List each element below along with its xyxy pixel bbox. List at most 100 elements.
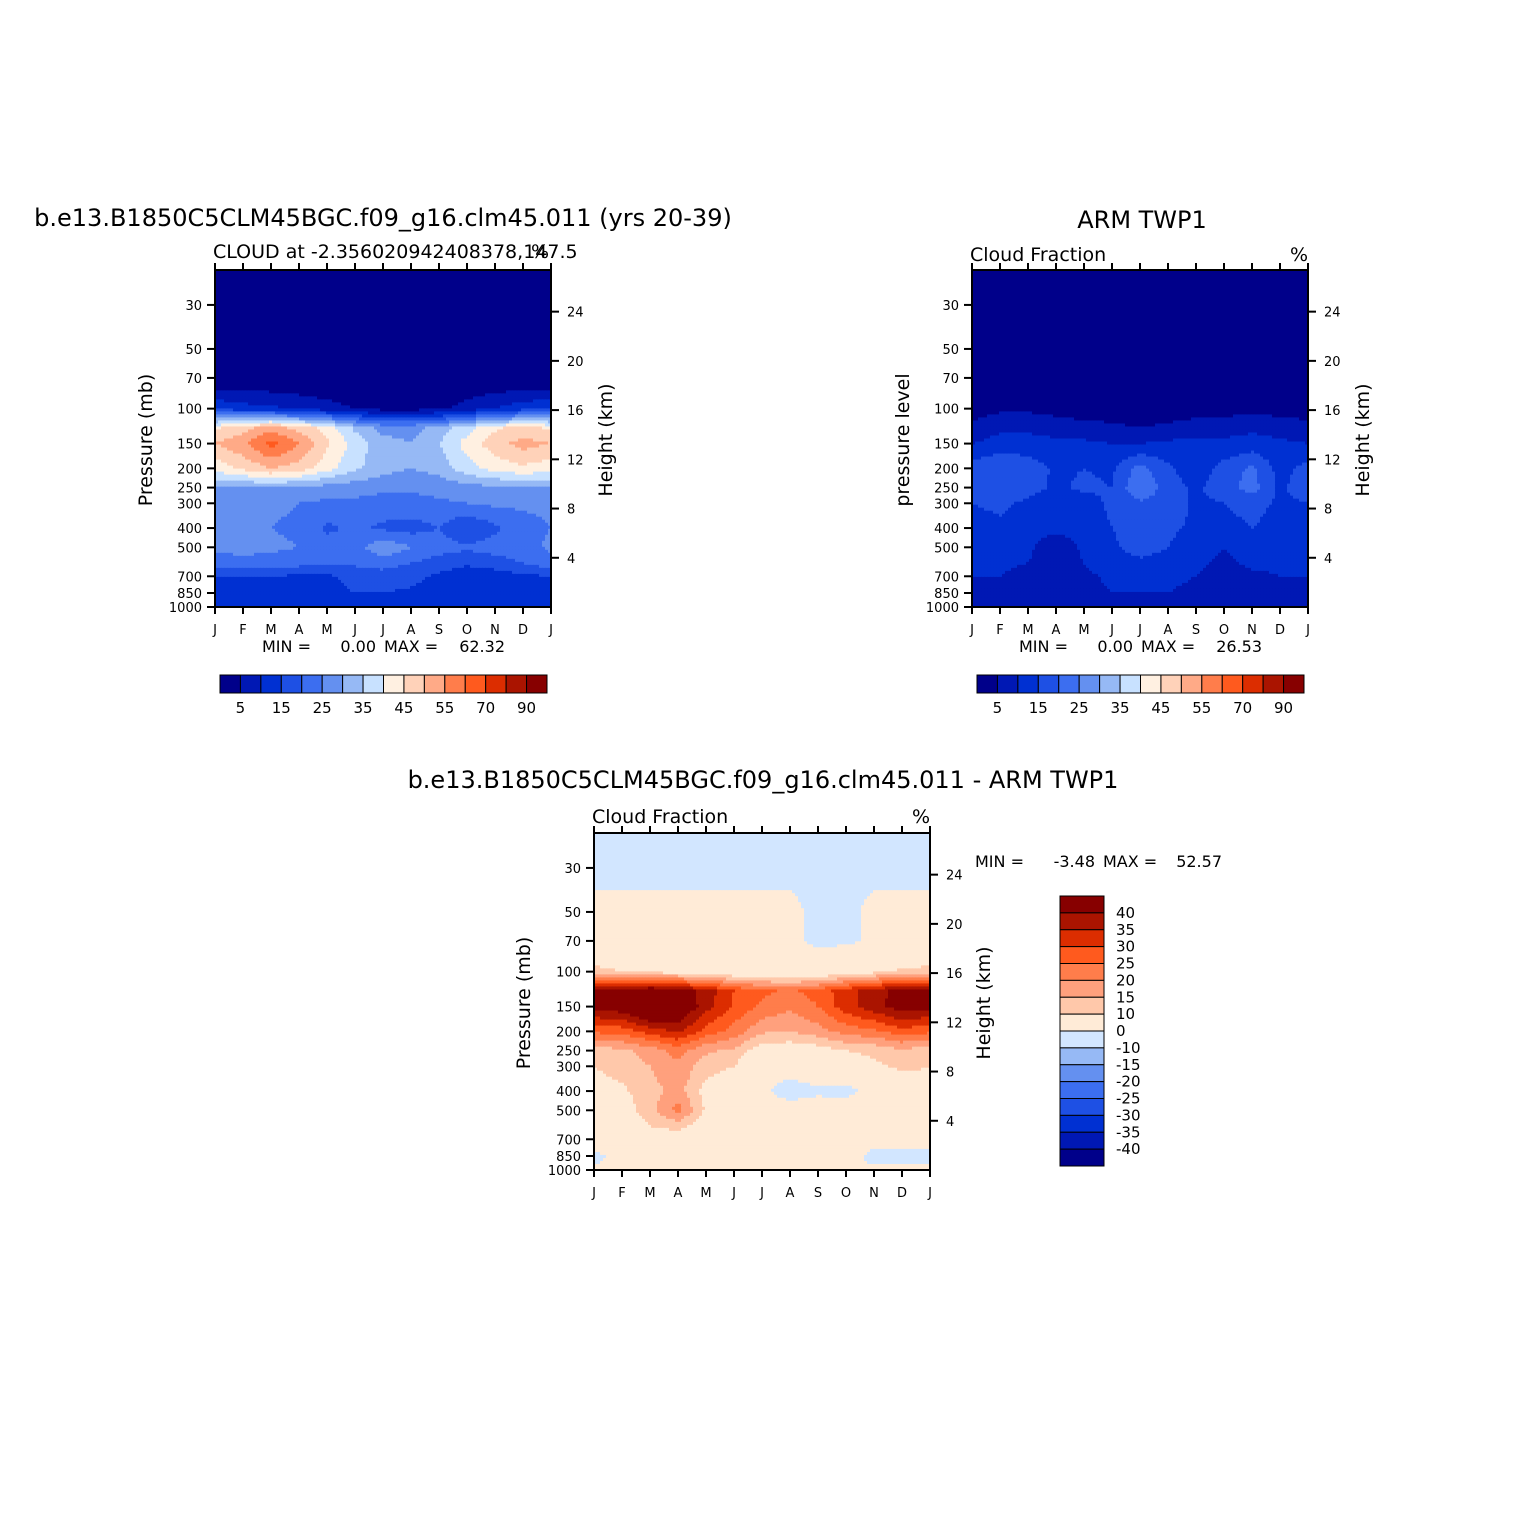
field-cell [461, 348, 465, 352]
field-cell [215, 378, 219, 382]
field-cell [275, 309, 279, 313]
field-cell [224, 324, 228, 328]
field-cell [305, 270, 309, 274]
field-cell [266, 273, 270, 277]
field-cell [536, 297, 540, 301]
field-cell [332, 306, 336, 310]
field-cell [416, 333, 420, 337]
field-cell [455, 270, 459, 274]
field-cell [323, 291, 327, 295]
field-cell [533, 384, 537, 388]
field-cell [446, 348, 450, 352]
field-cell [548, 327, 551, 331]
field-cell [338, 345, 342, 349]
field-cell [464, 312, 468, 316]
field-cell [254, 378, 258, 382]
field-cell [542, 333, 546, 337]
field-cell [521, 303, 525, 307]
field-cell [257, 300, 261, 304]
field-cell [275, 321, 279, 325]
field-cell [539, 282, 543, 286]
field-cell [512, 345, 516, 349]
field-cell [470, 309, 474, 313]
field-cell [500, 282, 504, 286]
field-cell [509, 387, 513, 391]
field-cell [305, 354, 309, 358]
field-cell [416, 327, 420, 331]
field-cell [494, 336, 498, 340]
field-cell [539, 348, 543, 352]
field-cell [401, 276, 405, 280]
field-cell [329, 351, 333, 355]
field-cell [347, 381, 351, 385]
field-cell [266, 360, 270, 364]
field-cell [443, 318, 447, 322]
field-cell [485, 309, 489, 313]
field-cell [470, 327, 474, 331]
field-cell [323, 288, 327, 292]
field-cell [548, 312, 551, 316]
field-cell [470, 285, 474, 289]
field-cell [416, 339, 420, 343]
field-cell [449, 279, 453, 283]
field-cell [533, 309, 537, 313]
field-cell [545, 297, 549, 301]
field-cell [431, 363, 435, 367]
field-cell [461, 390, 465, 394]
field-cell [266, 321, 270, 325]
field-cell [341, 375, 345, 379]
field-cell [242, 360, 246, 364]
field-cell [467, 381, 471, 385]
field-cell [221, 378, 225, 382]
field-cell [485, 333, 489, 337]
field-cell [473, 381, 477, 385]
field-cell [230, 363, 234, 367]
field-cell [248, 381, 252, 385]
field-cell [260, 309, 264, 313]
field-cell [239, 357, 243, 361]
field-cell [386, 285, 390, 289]
field-cell [518, 345, 522, 349]
field-cell [320, 294, 324, 298]
field-cell [275, 297, 279, 301]
field-cell [335, 387, 339, 391]
field-cell [344, 318, 348, 322]
field-cell [275, 303, 279, 307]
field-cell [497, 387, 501, 391]
field-cell [338, 321, 342, 325]
field-cell [383, 285, 387, 289]
field-cell [347, 273, 351, 277]
field-cell [479, 300, 483, 304]
field-cell [482, 279, 486, 283]
field-cell [272, 291, 276, 295]
field-cell [215, 369, 219, 373]
field-cell [314, 315, 318, 319]
field-cell [245, 369, 249, 373]
field-cell [482, 294, 486, 298]
field-cell [527, 378, 531, 382]
field-cell [293, 315, 297, 319]
field-cell [488, 360, 492, 364]
field-cell [548, 372, 551, 376]
field-cell [287, 363, 291, 367]
field-cell [296, 345, 300, 349]
field-cell [473, 369, 477, 373]
field-cell [347, 387, 351, 391]
field-cell [245, 288, 249, 292]
field-cell [548, 297, 551, 301]
field-cell [485, 363, 489, 367]
field-cell [254, 351, 258, 355]
field-cell [392, 282, 396, 286]
field-cell [245, 378, 249, 382]
field-cell [230, 309, 234, 313]
field-cell [407, 303, 411, 307]
field-cell [302, 288, 306, 292]
field-cell [488, 354, 492, 358]
field-cell [347, 360, 351, 364]
field-cell [218, 285, 222, 289]
field-cell [539, 276, 543, 280]
field-cell [521, 375, 525, 379]
field-cell [338, 270, 342, 274]
field-cell [389, 270, 393, 274]
field-cell [524, 327, 528, 331]
